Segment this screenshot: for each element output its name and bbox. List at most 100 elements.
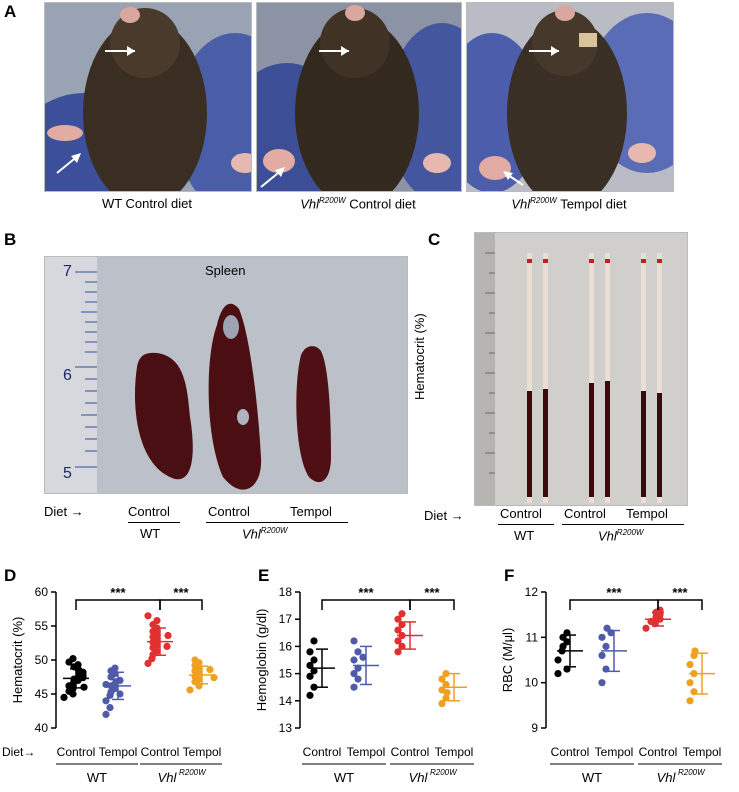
wt-label: WT — [582, 770, 602, 785]
data-point — [394, 637, 402, 645]
ruler-5: 5 — [63, 465, 72, 482]
b-vhl-label: VhlR200W — [242, 526, 288, 542]
data-point — [686, 660, 694, 669]
data-point — [554, 656, 562, 664]
data-point — [144, 612, 152, 620]
panel-letter-d: D — [4, 566, 17, 585]
data-point — [598, 651, 606, 660]
data-point — [350, 683, 358, 691]
significance-bracket — [75, 599, 161, 610]
data-point — [80, 683, 88, 691]
data-point — [74, 661, 82, 669]
vhl-superscript: R200W — [678, 768, 706, 777]
data-point — [438, 675, 446, 683]
wt-label: WT — [87, 770, 107, 785]
category-label: Control — [391, 745, 430, 759]
hematocrit-chart: 40 45 50 55 60 Hematocrit (%) *** *** Diet→ Contr… — [2, 585, 222, 785]
c-ylabel: Hematocrit (%) — [412, 313, 427, 400]
y-axis-label: Hematocrit (%) — [10, 617, 25, 704]
b-group-1: Control — [128, 504, 170, 519]
c-group-2: Control — [564, 506, 606, 521]
data-point — [310, 667, 318, 675]
category-label: Control — [141, 745, 180, 759]
data-point — [602, 665, 610, 673]
y-tick-label: 11 — [526, 630, 539, 644]
b-wt-label: WT — [140, 526, 161, 541]
y-tick-label: 16 — [279, 639, 293, 653]
data-point — [398, 642, 406, 650]
y-tick-label: 10 — [525, 676, 539, 690]
hematocrit-photo — [474, 232, 688, 506]
panel-letter-a: A — [4, 2, 17, 21]
ruler-7: 7 — [63, 263, 72, 280]
c-vhl-label: VhlR200W — [598, 528, 644, 544]
c-group-3: Tempol — [626, 506, 668, 521]
data-point — [310, 683, 318, 691]
caption-a2: VhlR200W Control diet — [300, 196, 416, 212]
data-point — [354, 664, 362, 672]
data-point — [186, 686, 194, 694]
mouse-photo-wt-control — [44, 2, 252, 192]
b-vhl-line — [206, 522, 348, 523]
y-tick-label: 14 — [279, 694, 293, 708]
category-label: Control — [57, 745, 96, 759]
y-axis-label: Hemoglobin (g/dl) — [254, 609, 269, 712]
data-point — [163, 642, 171, 650]
data-point — [686, 697, 694, 705]
caption-a3: VhlR200W Tempol diet — [511, 196, 627, 212]
vhl-superscript: R200W — [179, 768, 207, 777]
data-point — [442, 670, 450, 678]
c-wt-label: WT — [514, 528, 535, 543]
data-point — [350, 637, 358, 645]
y-tick-label: 60 — [35, 585, 49, 599]
data-point — [398, 610, 406, 618]
data-point — [442, 694, 450, 702]
panel-letter-b: B — [4, 230, 17, 249]
data-point — [306, 648, 314, 656]
mouse-photo-vhl-tempol — [466, 2, 674, 192]
category-label: Control — [303, 745, 342, 759]
significance-bracket — [569, 599, 659, 610]
data-point — [443, 689, 451, 697]
y-tick-label: 9 — [531, 721, 538, 735]
vhl-superscript: R200W — [430, 768, 458, 777]
category-label: Control — [639, 745, 678, 759]
category-label: Tempol — [183, 745, 222, 759]
significance-stars: *** — [110, 585, 126, 600]
data-point — [164, 631, 172, 640]
y-tick-label: 12 — [525, 585, 539, 599]
panel-letter-e: E — [258, 566, 270, 585]
data-point — [310, 637, 318, 645]
data-point — [394, 615, 402, 623]
y-tick-label: 45 — [35, 687, 49, 701]
significance-stars: *** — [672, 585, 688, 600]
significance-stars: *** — [173, 585, 189, 600]
ruler-6: 6 — [63, 367, 72, 384]
y-tick-label: 50 — [35, 653, 49, 667]
b-group-3: Tempol — [290, 504, 332, 519]
y-tick-label: 40 — [35, 721, 49, 735]
data-point — [350, 670, 358, 678]
data-point — [306, 691, 314, 699]
category-label: Tempol — [435, 745, 474, 759]
data-point — [398, 621, 406, 629]
data-point — [690, 688, 698, 696]
panel-letter-f: F — [504, 566, 515, 585]
significance-stars: *** — [424, 585, 440, 600]
data-point — [354, 675, 362, 683]
c-wt-line — [498, 524, 554, 525]
data-point — [642, 624, 650, 632]
data-point — [206, 665, 214, 674]
data-point — [210, 674, 218, 682]
caption-a1: WT Control diet — [101, 196, 193, 211]
category-label: Tempol — [99, 745, 138, 759]
data-point — [102, 710, 110, 718]
b-group-2: Control — [208, 504, 250, 519]
data-point — [310, 656, 318, 664]
data-point — [394, 648, 402, 656]
data-point — [350, 656, 358, 664]
significance-bracket — [657, 599, 703, 610]
y-tick-label: 13 — [279, 721, 293, 735]
data-point — [144, 659, 152, 667]
data-point — [354, 648, 362, 656]
